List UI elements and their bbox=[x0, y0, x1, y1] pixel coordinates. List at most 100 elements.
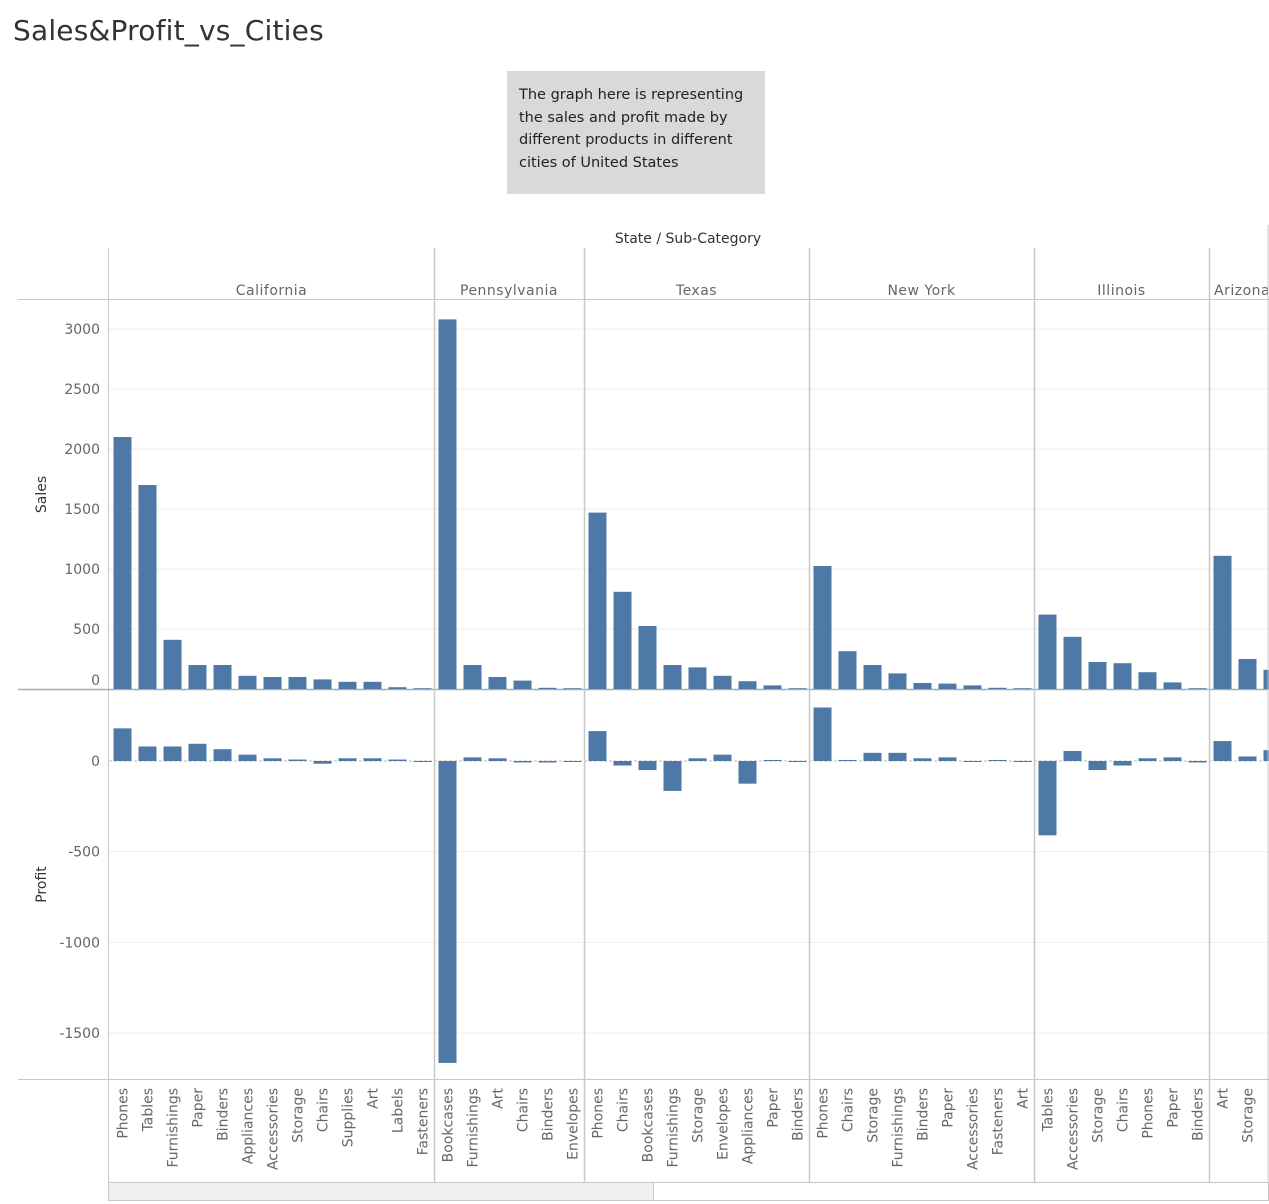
profit-bar bbox=[1063, 751, 1082, 761]
sales-bar bbox=[1238, 659, 1257, 689]
sales-bar bbox=[863, 665, 882, 689]
profit-bar bbox=[1038, 761, 1057, 836]
profit-bar bbox=[413, 761, 432, 762]
category-label: Fasteners bbox=[416, 1088, 432, 1155]
state-label: New York bbox=[887, 283, 956, 299]
category-label: Storage bbox=[1241, 1088, 1257, 1143]
sales-bar bbox=[1088, 662, 1107, 689]
profit-bar bbox=[138, 746, 157, 761]
profit-axis-title: Profit bbox=[34, 866, 50, 903]
profit-bar bbox=[188, 743, 207, 761]
profit-bar bbox=[713, 754, 732, 761]
category-label: Chairs bbox=[1116, 1088, 1132, 1132]
profit-bar bbox=[338, 758, 357, 761]
category-label: Paper bbox=[766, 1088, 782, 1128]
sales-bar bbox=[538, 687, 557, 689]
horizontal-scrollbar[interactable] bbox=[108, 1182, 1269, 1201]
sales-bar bbox=[888, 673, 907, 689]
profit-bar bbox=[388, 759, 407, 761]
profit-bar bbox=[913, 758, 932, 761]
profit-bar bbox=[838, 760, 857, 761]
category-label: Appliances bbox=[741, 1088, 757, 1164]
category-label: Storage bbox=[691, 1088, 707, 1143]
category-label: Paper bbox=[941, 1088, 957, 1128]
annotation-box: The graph here is representing the sales… bbox=[507, 71, 765, 194]
profit-tick-label: 0 bbox=[91, 754, 100, 770]
profit-bar bbox=[1013, 761, 1032, 762]
profit-bar bbox=[738, 761, 757, 784]
sales-bar bbox=[438, 319, 457, 689]
sales-bar bbox=[663, 665, 682, 689]
sales-bar bbox=[763, 685, 782, 689]
sales-tick-label: 1000 bbox=[64, 562, 100, 578]
sales-bar bbox=[613, 591, 632, 689]
sales-bar bbox=[713, 675, 732, 689]
profit-bar bbox=[163, 746, 182, 761]
profit-bar bbox=[288, 759, 307, 761]
profit-bar bbox=[688, 758, 707, 761]
sales-bar bbox=[788, 688, 807, 689]
category-label: Phones bbox=[816, 1088, 832, 1139]
sales-tick-label: 1500 bbox=[64, 502, 100, 518]
profit-bar bbox=[238, 754, 257, 761]
profit-bar bbox=[513, 761, 532, 763]
profit-bar bbox=[113, 728, 132, 761]
profit-bar bbox=[263, 758, 282, 761]
profit-tick-label: -1500 bbox=[59, 1026, 100, 1042]
sales-bar bbox=[313, 679, 332, 689]
category-label: Binders bbox=[216, 1088, 232, 1141]
sales-bar bbox=[638, 626, 657, 689]
sales-bar bbox=[1263, 669, 1269, 689]
sales-bar bbox=[1188, 688, 1207, 689]
profit-bar bbox=[988, 760, 1007, 761]
profit-bar bbox=[588, 731, 607, 761]
profit-bar bbox=[563, 761, 582, 762]
category-label: Storage bbox=[866, 1088, 882, 1143]
category-label: Binders bbox=[791, 1088, 807, 1141]
profit-bar bbox=[638, 761, 657, 771]
sales-bar bbox=[1038, 614, 1057, 689]
profit-bar bbox=[363, 758, 382, 761]
category-label: Chairs bbox=[841, 1088, 857, 1132]
category-label: Envelopes bbox=[716, 1088, 732, 1160]
profit-bar bbox=[538, 761, 557, 763]
sales-tick-label: 2000 bbox=[64, 442, 100, 458]
category-label: Paper bbox=[191, 1088, 207, 1128]
sales-bar bbox=[1063, 636, 1082, 689]
category-label: Phones bbox=[116, 1088, 132, 1139]
profit-bar bbox=[1213, 741, 1232, 761]
profit-bar bbox=[613, 761, 632, 766]
sales-bar bbox=[913, 683, 932, 689]
sales-bar bbox=[188, 665, 207, 689]
sales-bar bbox=[463, 665, 482, 689]
sales-axis-title: Sales bbox=[34, 476, 50, 513]
profit-bar bbox=[313, 761, 332, 764]
sales-bar bbox=[363, 681, 382, 689]
sales-bar bbox=[213, 665, 232, 689]
sales-bar bbox=[938, 683, 957, 689]
sales-bar bbox=[488, 677, 507, 689]
category-label: Accessories bbox=[1066, 1088, 1082, 1170]
category-label: Labels bbox=[391, 1088, 407, 1133]
profit-bar bbox=[813, 707, 832, 761]
category-label: Appliances bbox=[241, 1088, 257, 1164]
sales-bar bbox=[338, 681, 357, 689]
page-title: Sales&Profit_vs_Cities bbox=[13, 14, 324, 47]
profit-bar bbox=[488, 758, 507, 761]
category-label: Furnishings bbox=[891, 1088, 907, 1168]
profit-bar bbox=[863, 752, 882, 761]
category-label: Accessories bbox=[266, 1088, 282, 1170]
category-label: Art bbox=[1016, 1087, 1032, 1108]
category-label: Art bbox=[366, 1087, 382, 1108]
profit-bar bbox=[1113, 761, 1132, 766]
category-label: Binders bbox=[916, 1088, 932, 1141]
profit-tick-label: -500 bbox=[68, 845, 100, 861]
scrollbar-thumb[interactable] bbox=[109, 1183, 654, 1200]
sales-bar bbox=[1213, 555, 1232, 689]
state-label: Illinois bbox=[1097, 283, 1145, 299]
state-label: Texas bbox=[675, 283, 717, 299]
profit-bar bbox=[1163, 757, 1182, 761]
sales-bar bbox=[113, 437, 132, 689]
sales-tick-label: 500 bbox=[73, 622, 100, 638]
